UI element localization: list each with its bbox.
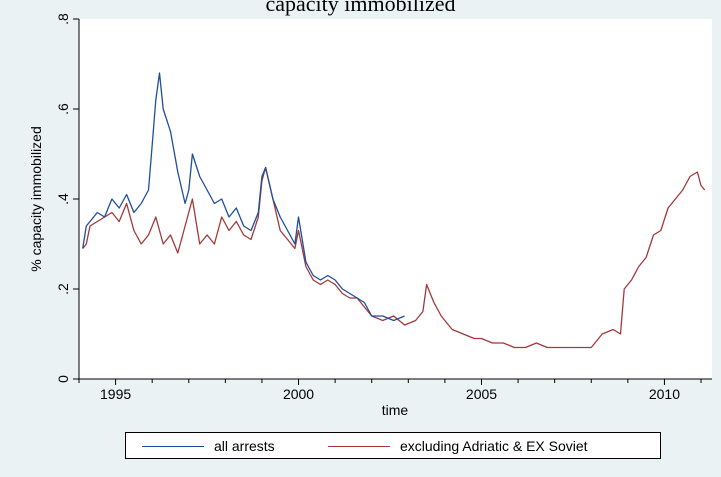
y-tick-label: .2 <box>55 283 71 295</box>
legend-swatch-excluding <box>328 445 390 447</box>
legend-swatch-all-arrests <box>142 445 204 447</box>
y-tick-label: 0 <box>55 375 71 383</box>
series-line-all-arrests <box>82 72 405 322</box>
series-layer <box>82 72 706 349</box>
y-tick-label: .8 <box>55 13 71 25</box>
y-tick-label: .4 <box>55 193 71 205</box>
legend-item-excluding: excluding Adriatic & EX Soviet <box>328 437 588 455</box>
legend-item-all-arrests: all arrests <box>142 437 275 455</box>
chart-title: capacity immobilized <box>265 0 456 16</box>
x-tick-label: 2000 <box>283 386 314 402</box>
axes-layer: 0 .2 .4 .6 .8 1995 2000 2005 2010 <box>55 13 712 402</box>
x-tick-label: 1995 <box>100 386 131 402</box>
legend: all arrests excluding Adriatic & EX Sovi… <box>125 432 661 459</box>
x-tick-label: 2005 <box>466 386 497 402</box>
y-axis-label: % capacity immobilized <box>28 126 44 272</box>
y-tick-label: .6 <box>55 103 71 115</box>
legend-label-all-arrests: all arrests <box>214 438 275 454</box>
x-tick-label: 2010 <box>649 386 680 402</box>
x-axis-label: time <box>382 402 409 418</box>
legend-label-excluding: excluding Adriatic & EX Soviet <box>400 438 588 454</box>
